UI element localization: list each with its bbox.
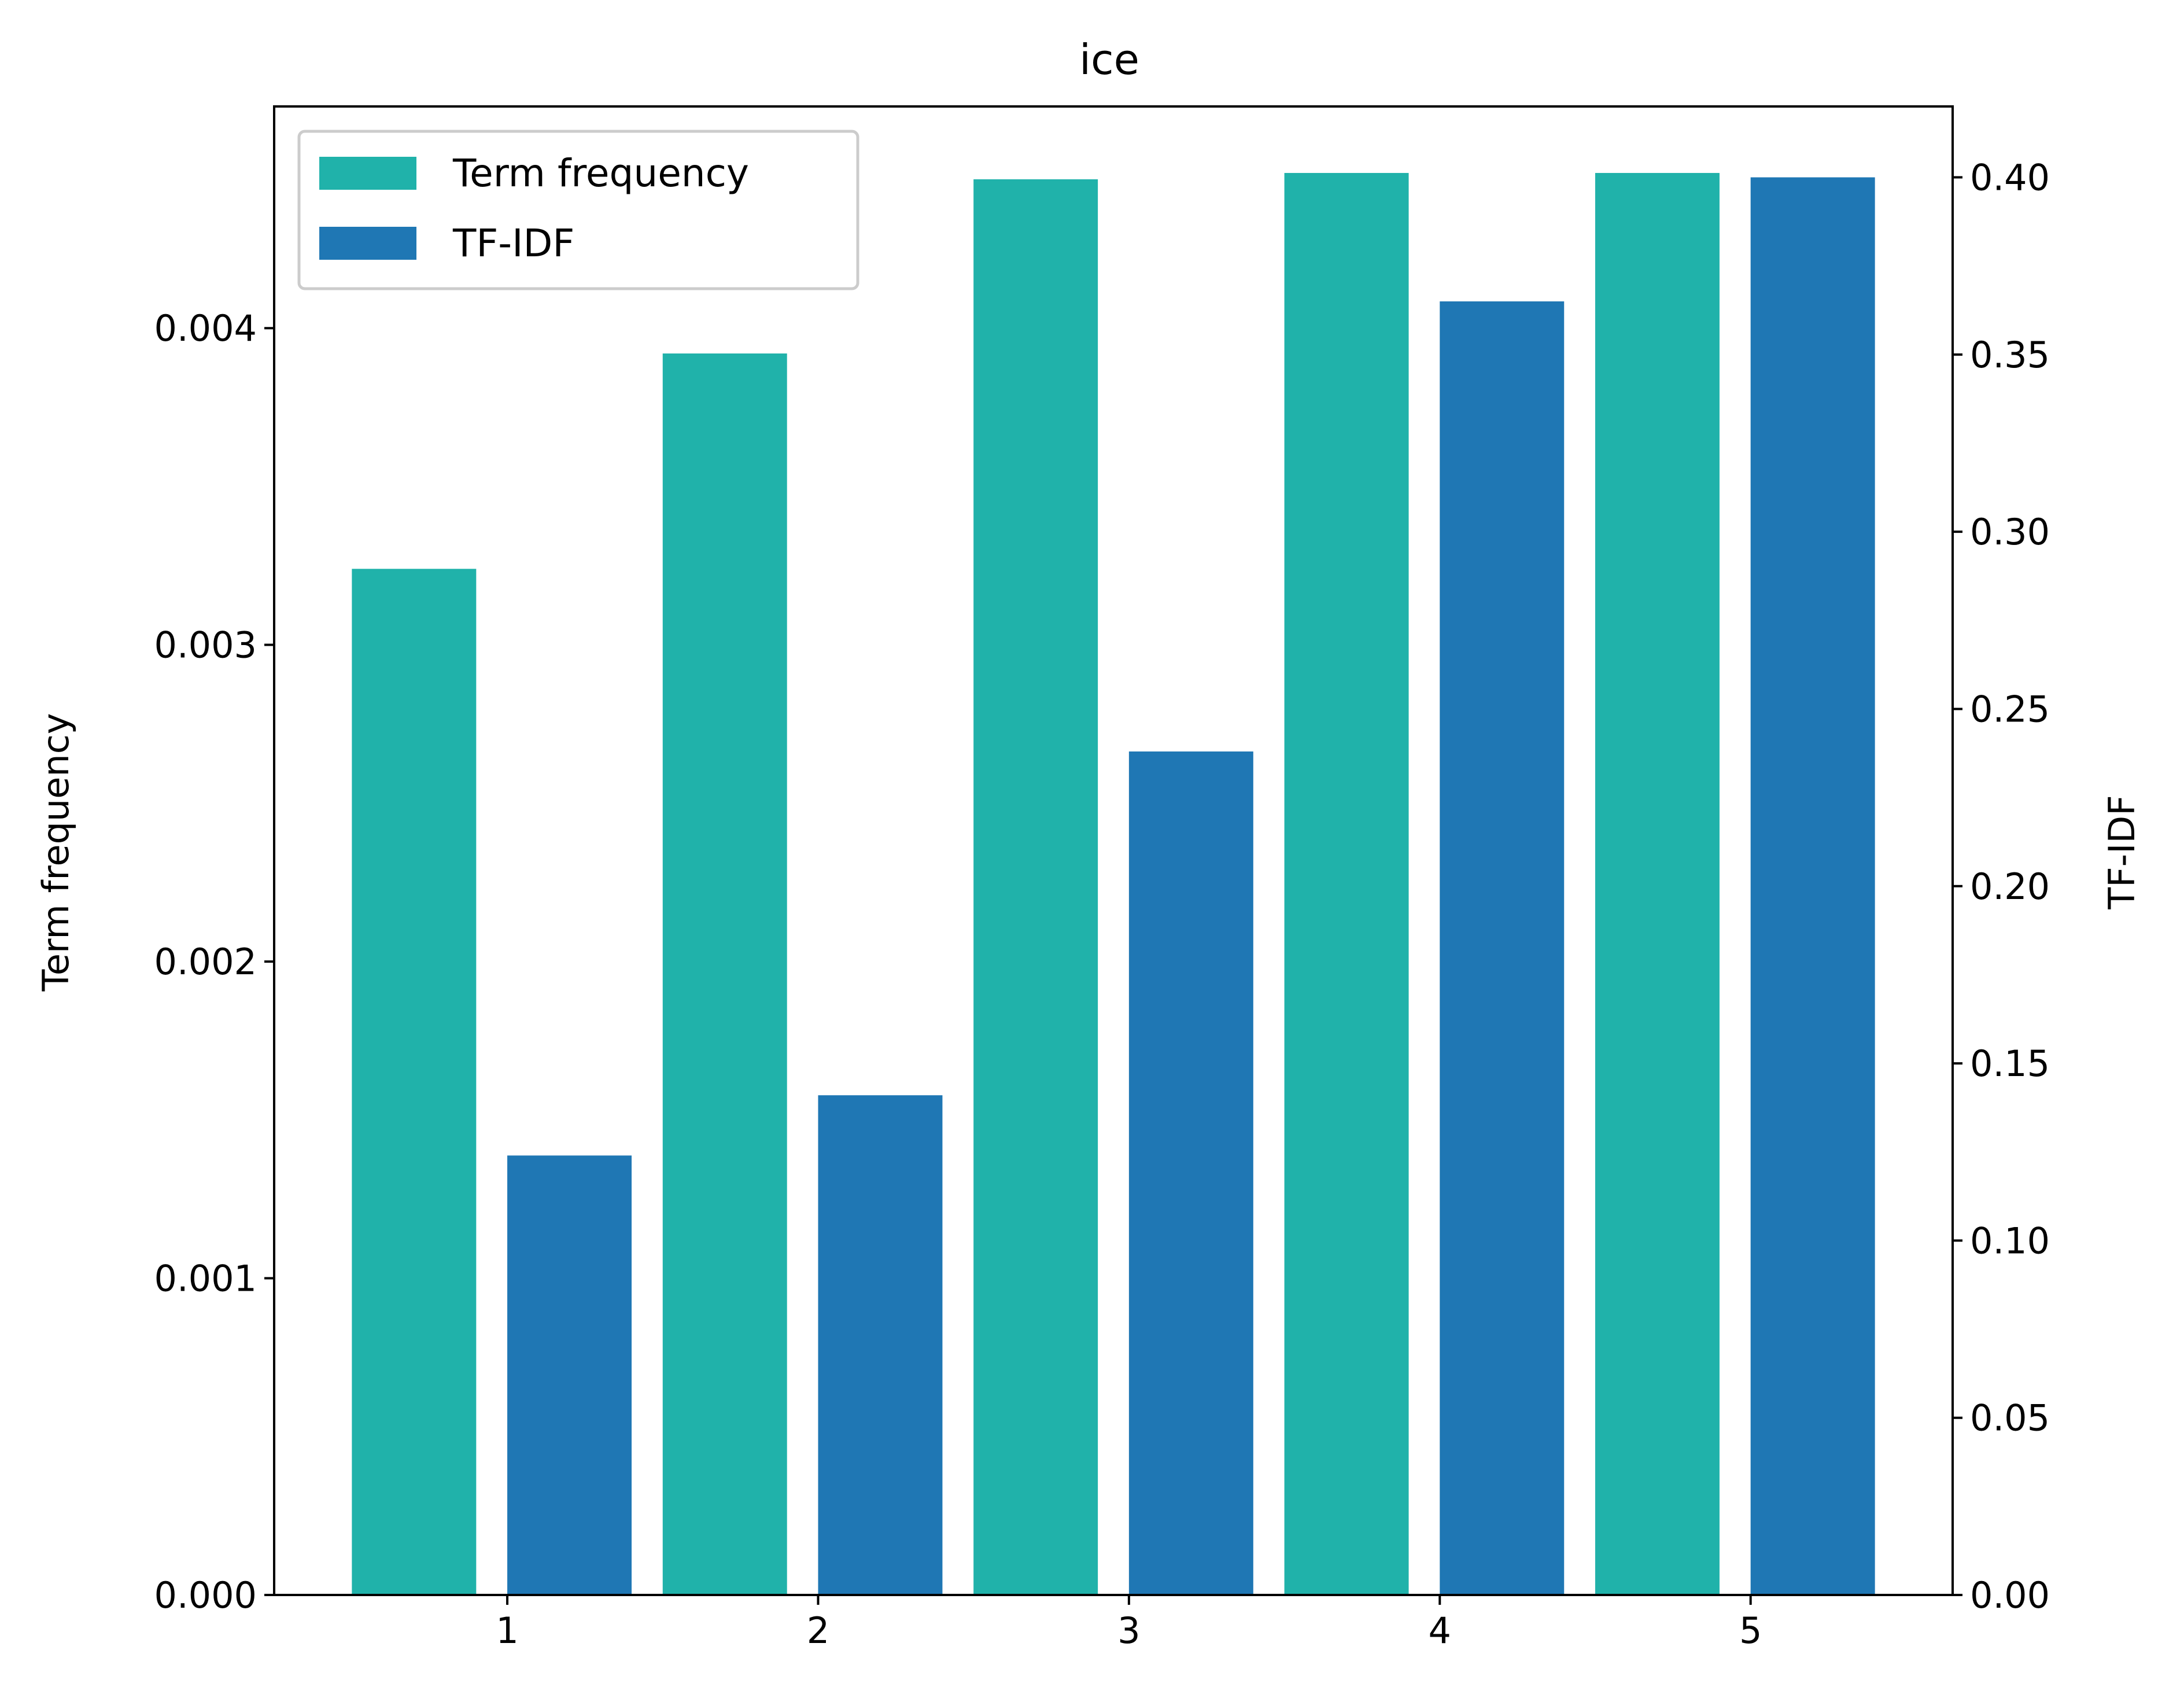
bar-tf-idf-3 — [1128, 751, 1253, 1595]
y-tick-label-left: 0.002 — [154, 941, 257, 983]
y-tick-label-right: 0.40 — [1970, 157, 2050, 199]
y-tick-label-right: 0.30 — [1970, 511, 2050, 553]
y-tick-label-right: 0.35 — [1970, 334, 2050, 376]
bars-layer — [352, 172, 1875, 1596]
plot-frame — [273, 105, 1954, 1596]
bar-term-frequency-5 — [1595, 172, 1720, 1595]
x-tick-label: 5 — [1739, 1609, 1762, 1652]
x-tick-label: 4 — [1429, 1609, 1451, 1652]
legend-swatch-term-frequency — [319, 157, 416, 190]
bar-tf-idf-4 — [1440, 301, 1565, 1596]
axes-layer: 1 2 3 4 5 0.000 0.001 0.002 0.003 0.004 0.00 0.05 0.… — [154, 105, 2050, 1652]
bar-term-frequency-4 — [1284, 172, 1409, 1595]
y-tick-label-right: 0.25 — [1970, 688, 2050, 730]
y-tick-label-left: 0.004 — [154, 307, 257, 349]
y-tick-label-right: 0.15 — [1970, 1042, 2050, 1085]
y-axis-label-left: Term frequency — [35, 713, 77, 992]
x-tick-label: 2 — [807, 1609, 829, 1652]
y-tick-label-right: 0.20 — [1970, 865, 2050, 908]
bar-term-frequency-1 — [352, 569, 477, 1595]
y-tick-label-left: 0.001 — [154, 1258, 257, 1300]
y-tick-label-right: 0.05 — [1970, 1397, 2050, 1439]
y-tick-label-left: 0.000 — [154, 1574, 257, 1616]
x-tick-label: 3 — [1117, 1609, 1140, 1652]
legend-swatch-tf-idf — [319, 227, 416, 260]
legend-label-tf-idf: TF-IDF — [452, 221, 574, 266]
chart-title: ice — [1079, 35, 1139, 84]
bar-term-frequency-3 — [973, 179, 1098, 1595]
x-tick-label: 1 — [496, 1609, 518, 1652]
bar-tf-idf-5 — [1750, 177, 1875, 1595]
legend-label-term-frequency: Term frequency — [452, 151, 749, 196]
legend-frame — [297, 130, 859, 290]
y-tick-label-right: 0.10 — [1970, 1220, 2050, 1262]
bar-tf-idf-1 — [507, 1155, 632, 1595]
legend: Term frequency TF-IDF — [297, 130, 859, 290]
y-tick-label-left: 0.003 — [154, 624, 257, 666]
bar-term-frequency-2 — [662, 353, 787, 1595]
y-tick-label-right: 0.00 — [1970, 1574, 2050, 1616]
bar-tf-idf-2 — [818, 1095, 943, 1595]
y-axis-label-right: TF-IDF — [2101, 795, 2143, 910]
